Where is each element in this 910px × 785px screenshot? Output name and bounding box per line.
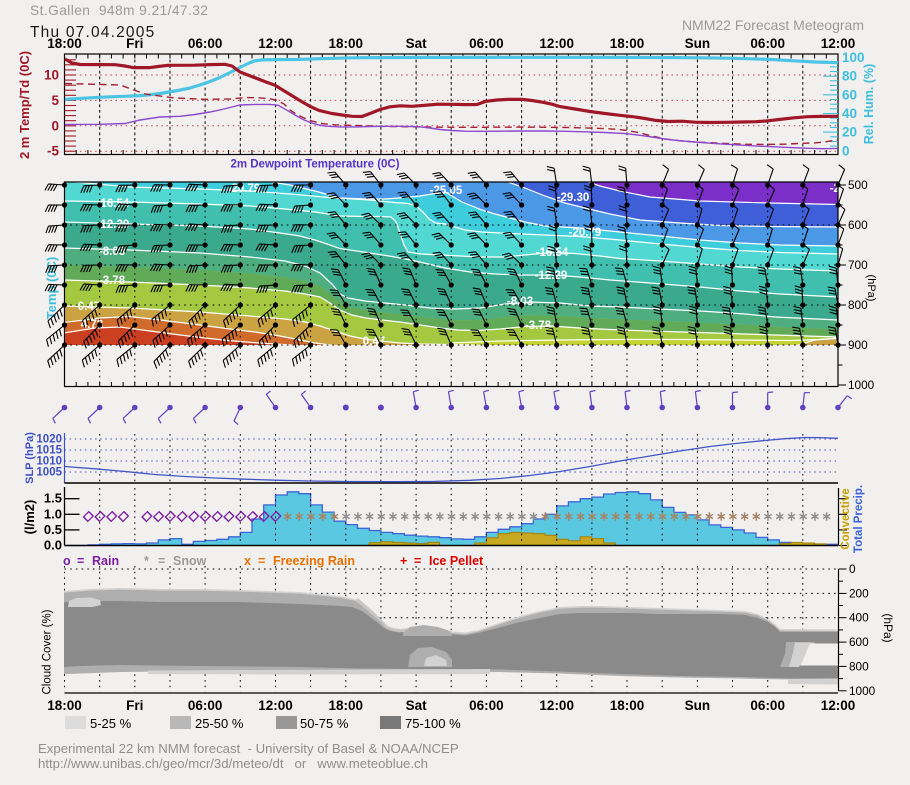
svg-text:-20.79: -20.79 [569,227,602,239]
svg-text:18:00: 18:00 [610,698,645,713]
svg-text:Sat: Sat [406,698,428,713]
svg-text:Temp (0C): Temp (0C) [44,257,59,320]
svg-text:-5: -5 [47,144,59,159]
svg-text:Ice Pellet: Ice Pellet [429,554,484,568]
svg-text:0.0: 0.0 [44,538,62,553]
svg-text:Rel. Hum. (%): Rel. Hum. (%) [862,64,876,145]
svg-text:2 m Temp/Td (0C): 2 m Temp/Td (0C) [17,51,32,159]
svg-text:06:00: 06:00 [188,698,223,713]
svg-text:10: 10 [44,68,59,83]
svg-text:50-75 %: 50-75 % [300,716,349,731]
svg-text:(hPa): (hPa) [865,275,877,302]
svg-text:800: 800 [848,298,868,312]
svg-text:800: 800 [849,659,869,673]
svg-text:12:00: 12:00 [539,36,574,51]
svg-text:1000: 1000 [849,684,876,698]
svg-text:600: 600 [848,218,868,232]
svg-text:*: * [144,554,149,568]
svg-text:80: 80 [842,69,857,84]
svg-text:1.0: 1.0 [44,506,62,521]
svg-text:1005: 1005 [36,467,62,479]
svg-text:5-25 %: 5-25 % [90,716,132,731]
svg-text:Sun: Sun [685,698,711,713]
svg-text:500: 500 [848,178,868,192]
svg-text:0.5: 0.5 [44,522,62,537]
svg-text:75-100 %: 75-100 % [405,716,461,731]
svg-text:=: = [77,554,84,568]
svg-text:Thu 07.04.2005: Thu 07.04.2005 [30,24,155,41]
svg-text:400: 400 [849,611,869,625]
svg-text:0: 0 [842,143,850,158]
svg-text:200: 200 [849,586,869,600]
svg-text:Total Precip.: Total Precip. [853,485,865,553]
svg-text:0.47: 0.47 [363,336,385,348]
svg-text:12:00: 12:00 [258,36,293,51]
svg-text:06:00: 06:00 [750,698,785,713]
svg-text:40: 40 [842,106,857,121]
svg-text:Fri: Fri [126,698,143,713]
svg-text:Cloud Cover (%): Cloud Cover (%) [42,609,54,694]
svg-text:Convective: Convective [840,488,852,549]
svg-text:-16.54: -16.54 [97,198,130,210]
svg-text:06:00: 06:00 [750,36,785,51]
svg-text:600: 600 [849,635,869,649]
svg-text:-25.05: -25.05 [830,183,863,195]
svg-text:12:00: 12:00 [539,698,574,713]
svg-text:18:00: 18:00 [47,698,82,713]
svg-text:-3.78: -3.78 [525,320,552,332]
svg-text:18:00: 18:00 [610,36,645,51]
svg-text:0: 0 [51,118,59,133]
svg-text:-16.54: -16.54 [536,247,569,259]
svg-text:12:00: 12:00 [821,36,856,51]
svg-text:x: x [244,554,251,568]
svg-text:Rain: Rain [92,554,119,568]
svg-text:o: o [63,554,71,568]
svg-text:1.5: 1.5 [44,491,62,506]
svg-text:18:00: 18:00 [329,698,364,713]
svg-text:20: 20 [842,125,857,140]
svg-text:Sat: Sat [406,36,428,51]
svg-text:Freezing Rain: Freezing Rain [273,554,355,568]
svg-text:700: 700 [848,258,868,272]
svg-text:18:00: 18:00 [47,36,82,51]
svg-text:5: 5 [51,93,59,108]
svg-text:-3.78: -3.78 [99,275,126,287]
svg-text:1020: 1020 [36,434,62,446]
svg-text:=: = [158,554,165,568]
svg-text:Fri: Fri [126,36,143,51]
svg-text:NMM22 Forecast Meteogram: NMM22 Forecast Meteogram [682,17,864,33]
svg-text:06:00: 06:00 [188,36,223,51]
svg-text:-8.03: -8.03 [99,246,125,258]
svg-text:+: + [400,554,407,568]
svg-text:1000: 1000 [848,378,875,392]
svg-text:1015: 1015 [36,445,62,457]
svg-text:0: 0 [849,562,856,576]
svg-text:Experimental 22 km NMM forecas: Experimental 22 km NMM forecast - Univer… [38,741,459,756]
svg-text:(l/m2): (l/m2) [22,500,37,535]
svg-text:-29.30: -29.30 [557,192,590,204]
svg-text:1010: 1010 [36,456,62,468]
svg-text:100: 100 [842,50,865,65]
svg-text:06:00: 06:00 [469,698,504,713]
svg-text:St.Gallen 948m 9.21/47.32: St.Gallen 948m 9.21/47.32 [30,3,208,18]
svg-text:18:00: 18:00 [329,36,364,51]
svg-text:-20.79: -20.79 [228,183,261,195]
svg-text:=: = [258,554,265,568]
svg-text:(hPa): (hPa) [881,613,895,642]
svg-text:http://www.unibas.ch/geo/mcr/3: http://www.unibas.ch/geo/mcr/3d/meteo/dt… [38,756,428,771]
svg-text:=: = [414,554,421,568]
svg-text:-12.29: -12.29 [97,219,130,231]
svg-text:SLP (hPa): SLP (hPa) [24,432,36,484]
svg-text:12:00: 12:00 [821,698,856,713]
svg-text:2m Dewpoint Temperature (0C): 2m Dewpoint Temperature (0C) [230,159,399,171]
svg-text:Snow: Snow [173,554,207,568]
svg-text:-25.05: -25.05 [430,185,463,197]
svg-text:12:00: 12:00 [258,698,293,713]
svg-text:-12.29: -12.29 [535,270,568,282]
svg-text:06:00: 06:00 [469,36,504,51]
svg-text:25-50 %: 25-50 % [195,716,244,731]
svg-text:900: 900 [848,338,868,352]
svg-text:Sun: Sun [685,36,711,51]
svg-text:60: 60 [842,87,857,102]
